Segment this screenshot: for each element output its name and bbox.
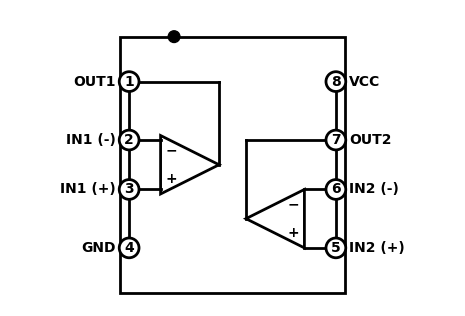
Text: +: + bbox=[287, 226, 299, 240]
Text: −: − bbox=[166, 143, 178, 157]
Text: GND: GND bbox=[81, 241, 116, 255]
Circle shape bbox=[119, 72, 139, 92]
Text: IN1 (-): IN1 (-) bbox=[66, 133, 116, 147]
Text: IN2 (+): IN2 (+) bbox=[349, 241, 405, 255]
Text: 4: 4 bbox=[124, 241, 134, 255]
Text: VCC: VCC bbox=[349, 75, 381, 88]
Text: IN2 (-): IN2 (-) bbox=[349, 182, 399, 197]
Circle shape bbox=[326, 238, 346, 258]
Circle shape bbox=[326, 130, 346, 150]
Circle shape bbox=[119, 179, 139, 199]
Text: −: − bbox=[287, 197, 299, 211]
Text: OUT1: OUT1 bbox=[73, 75, 116, 88]
Text: 2: 2 bbox=[124, 133, 134, 147]
Text: 8: 8 bbox=[331, 75, 341, 88]
Text: OUT2: OUT2 bbox=[349, 133, 392, 147]
Text: 5: 5 bbox=[331, 241, 341, 255]
Circle shape bbox=[119, 238, 139, 258]
Text: 1: 1 bbox=[124, 75, 134, 88]
Circle shape bbox=[168, 31, 180, 42]
Text: 7: 7 bbox=[331, 133, 341, 147]
Text: 6: 6 bbox=[331, 182, 341, 197]
Text: +: + bbox=[166, 172, 178, 186]
Text: 3: 3 bbox=[124, 182, 134, 197]
Bar bbox=[120, 37, 345, 293]
Circle shape bbox=[326, 179, 346, 199]
Circle shape bbox=[326, 72, 346, 92]
Text: IN1 (+): IN1 (+) bbox=[60, 182, 116, 197]
Circle shape bbox=[119, 130, 139, 150]
